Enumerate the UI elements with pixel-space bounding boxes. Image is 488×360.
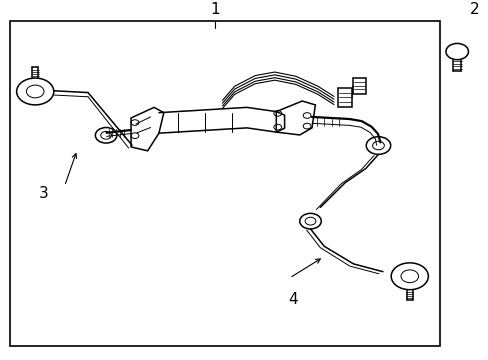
Text: 4: 4 [288,292,298,307]
Text: 2: 2 [468,2,478,17]
Bar [10,21,439,346]
Text: 3: 3 [39,186,49,202]
Text: 1: 1 [210,2,220,17]
